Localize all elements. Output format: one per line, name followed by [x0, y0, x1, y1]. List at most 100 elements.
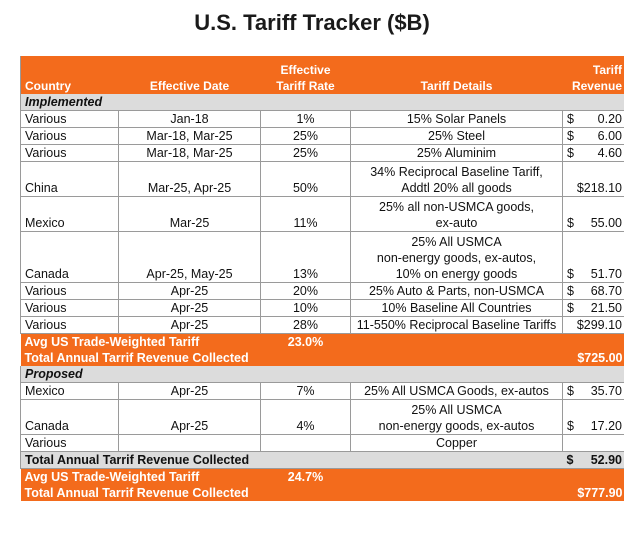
tariff-details-line: non-energy goods, ex-autos,	[376, 251, 537, 265]
cell-tariff-revenue: $218.10	[562, 161, 624, 197]
summary-label: Avg US Trade-Weighted Tariff	[20, 333, 261, 350]
cell-tariff-details: 25% Auto & Parts, non-USMCA	[350, 282, 563, 300]
revenue-value: $52.90	[567, 452, 623, 468]
cell-tariff-details: 25% All USMCA Goods, ex-autos	[350, 382, 563, 400]
revenue-value: $6.00	[567, 128, 622, 144]
tariff-details-line: non-energy goods, ex-autos	[378, 419, 535, 433]
tariff-details-line: Addtl 20% all goods	[401, 181, 512, 195]
revenue-value: $4.60	[567, 145, 622, 161]
cell-tariff-revenue: $35.70	[562, 382, 624, 400]
cell-tariff-details: 25% All USMCA non-energy goods, ex-autos,…	[350, 231, 563, 283]
page-title: U.S. Tariff Tracker ($B)	[194, 10, 430, 35]
revenue-value: $55.00	[567, 215, 622, 231]
revenue-value: $17.20	[567, 418, 622, 434]
cell-country: Various	[20, 110, 119, 128]
grand-avg-tariff-row: Avg US Trade-Weighted Tariff 24.7%	[20, 468, 624, 485]
currency-symbol: $	[567, 419, 574, 433]
cell-tariff-rate: 7%	[260, 382, 351, 400]
cell-tariff-revenue: $0.20	[562, 110, 624, 128]
cell-effective-date: Apr-25, May-25	[118, 231, 261, 283]
revenue-amount: 55.00	[590, 216, 622, 230]
cell-effective-date: Mar-18, Mar-25	[118, 144, 261, 162]
table-row: Various Mar-18, Mar-25 25% 25% Aluminim $4.6…	[20, 144, 624, 162]
cell-tariff-rate: 25%	[260, 127, 351, 145]
revenue-amount: 4.60	[597, 146, 622, 160]
currency-symbol: $	[567, 267, 574, 281]
cell-tariff-rate: 11%	[260, 196, 351, 232]
cell-country: Various	[20, 127, 119, 145]
header-tariff-rate-line2: Tariff Rate	[276, 79, 335, 93]
revenue-amount: 68.70	[590, 284, 622, 298]
section-implemented: Implemented	[20, 94, 624, 111]
cell-tariff-rate: 4%	[260, 399, 351, 435]
tariff-table: Country Effective Date Effective Tariff …	[20, 56, 624, 501]
summary-value: $52.90	[562, 451, 624, 469]
cell-country: Various	[20, 282, 119, 300]
currency-symbol: $	[567, 284, 574, 298]
cell-tariff-details: 25% Aluminim	[350, 144, 563, 162]
cell-effective-date: Apr-25	[118, 399, 261, 435]
cell-tariff-revenue: $6.00	[562, 127, 624, 145]
currency-symbol: $	[567, 146, 574, 160]
revenue-amount: 51.70	[590, 267, 622, 281]
cell-effective-date: Mar-25	[118, 196, 261, 232]
cell-country: Canada	[20, 399, 119, 435]
cell-country: Various	[20, 434, 119, 452]
cell-tariff-details: 11-550% Reciprocal Baseline Tariffs	[350, 316, 563, 334]
tariff-details-line: 25% Auto & Parts, non-USMCA	[368, 284, 545, 298]
table-row: Mexico Mar-25 11% 25% all non-USMCA goods, e…	[20, 196, 624, 232]
cell-effective-date: Mar-18, Mar-25	[118, 127, 261, 145]
tariff-details-line: 25% all non-USMCA goods,	[379, 200, 534, 214]
cell-tariff-rate: 20%	[260, 282, 351, 300]
cell-tariff-rate: 50%	[260, 161, 351, 197]
cell-tariff-details: 25% Steel	[350, 127, 563, 145]
revenue-value: $299.10	[567, 317, 622, 333]
cell-country: Various	[20, 144, 119, 162]
header-tariff-revenue: Tariff Revenue	[562, 56, 624, 94]
cell-country: China	[20, 161, 119, 197]
cell-tariff-revenue: $299.10	[562, 316, 624, 334]
cell-tariff-rate: 25%	[260, 144, 351, 162]
cell-tariff-revenue: $55.00	[562, 196, 624, 232]
cell-tariff-rate: 10%	[260, 299, 351, 317]
cell-effective-date: Mar-25, Apr-25	[118, 161, 261, 197]
revenue-amount: 35.70	[590, 384, 622, 398]
cell-tariff-rate: 1%	[260, 110, 351, 128]
table-row: Canada Apr-25, May-25 13% 25% All USMCA non-…	[20, 231, 624, 283]
cell-tariff-details: Copper	[350, 434, 563, 452]
currency-symbol: $	[566, 453, 574, 467]
grand-total-revenue-row: Total Annual Tarrif Revenue Collected $77…	[20, 485, 624, 501]
header-effective-date: Effective Date	[118, 56, 261, 94]
header-tariff-rate-line1: Effective	[280, 63, 331, 77]
summary-label: Avg US Trade-Weighted Tariff	[20, 468, 261, 485]
summary-value	[562, 468, 624, 485]
tariff-details-line: 15% Solar Panels	[406, 112, 507, 126]
revenue-amount: $218.10	[576, 181, 622, 195]
cell-tariff-rate	[260, 434, 351, 452]
section-label: Implemented	[20, 94, 624, 111]
table-row: Canada Apr-25 4% 25% All USMCA non-energy go…	[20, 399, 624, 435]
cell-effective-date	[118, 434, 261, 452]
implemented-avg-tariff-row: Avg US Trade-Weighted Tariff 23.0%	[20, 333, 624, 350]
summary-rate	[260, 350, 351, 366]
cell-tariff-details: 34% Reciprocal Baseline Tariff, Addtl 20%…	[350, 161, 563, 197]
header-revenue-line1: Tariff	[592, 63, 622, 77]
cell-tariff-revenue: $68.70	[562, 282, 624, 300]
cell-effective-date: Apr-25	[118, 316, 261, 334]
cell-effective-date: Apr-25	[118, 299, 261, 317]
tariff-details-line: 25% Steel	[428, 129, 485, 143]
header-country: Country	[20, 56, 119, 94]
tariff-details-line: ex-auto	[435, 216, 478, 230]
table-row: Various Apr-25 28% 11-550% Reciprocal Basel…	[20, 316, 624, 334]
cell-tariff-details: 25% all non-USMCA goods, ex-auto	[350, 196, 563, 232]
summary-value: $777.90	[562, 485, 624, 501]
table-row: Various Mar-18, Mar-25 25% 25% Steel $6.00	[20, 127, 624, 145]
summary-rate: 23.0%	[260, 333, 351, 350]
cell-tariff-revenue: $51.70	[562, 231, 624, 283]
revenue-amount: 17.20	[590, 419, 622, 433]
tariff-details-line: 25% All USMCA	[411, 403, 502, 417]
cell-effective-date: Jan-18	[118, 110, 261, 128]
summary-spacer	[350, 333, 563, 350]
table-row: Various Jan-18 1% 15% Solar Panels $0.20	[20, 110, 624, 128]
table-row: Various Apr-25 10% 10% Baseline All Countri…	[20, 299, 624, 317]
